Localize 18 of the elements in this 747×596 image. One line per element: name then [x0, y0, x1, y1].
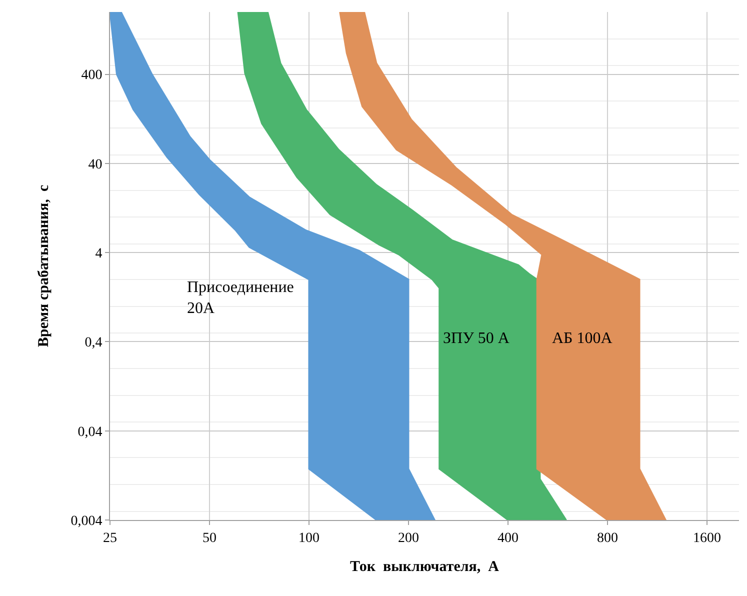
y-tick-label: 0,04	[78, 424, 102, 440]
x-tick-label: 1600	[692, 530, 721, 546]
x-tick-label: 400	[497, 530, 518, 546]
y-tick-label: 0,004	[70, 514, 102, 529]
x-tick-label: 200	[398, 530, 419, 546]
x-tick-label: 50	[202, 530, 216, 546]
annotation: Присоединение 20А	[187, 279, 294, 317]
x-tick-label: 800	[596, 530, 618, 546]
x-tick-label: 100	[298, 530, 320, 546]
annotation: ЗПУ 50 А	[443, 330, 510, 347]
y-tick-label: 40	[88, 157, 102, 172]
y-tick-label: 400	[81, 68, 102, 84]
x-tick-label: 25	[103, 530, 117, 546]
x-axis-title: Ток выключателя, А	[350, 558, 500, 575]
y-axis-title: Время срабатывания, с	[36, 184, 52, 348]
y-tick-label: 0,4	[84, 336, 102, 351]
annotation: АБ 100А	[552, 330, 613, 347]
y-tick-label: 4	[95, 246, 102, 262]
